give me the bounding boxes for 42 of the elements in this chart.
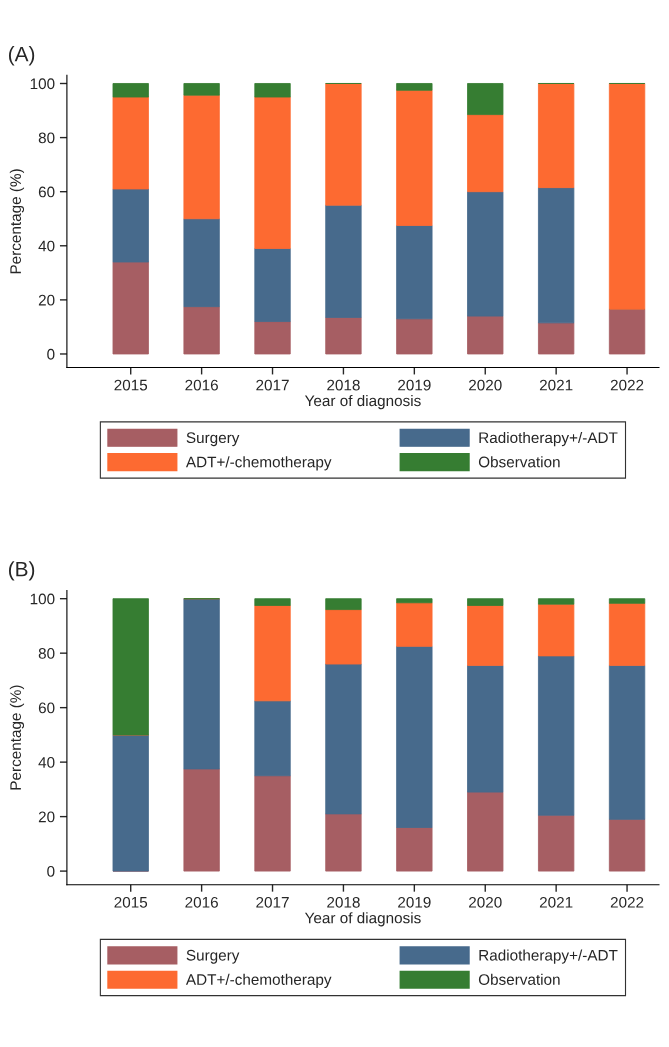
y-axis-title: Percentage (%) [9,685,25,790]
y-tick-label: 40 [38,240,55,252]
legend-label: ADT+/-chemotherapy [185,456,332,471]
x-tick-label: 2020 [469,896,502,908]
y-tick-label: 100 [30,593,55,605]
x-tick-label: 2020 [469,379,502,391]
y-tick-label: 40 [38,757,55,768]
x-tick-label: 2019 [398,379,431,391]
x-tick-label: 2015 [114,896,148,908]
legend-label: Observation [478,973,560,985]
x-axis-title: Year of diagnosis [304,394,421,410]
legend-label: Radiotherapy+/-ADT [479,431,618,447]
legend-label: Observation [478,456,560,468]
y-tick-label: 80 [38,648,55,659]
x-tick-label: 2021 [539,379,573,391]
y-tick-label: 20 [38,811,55,823]
y-tick-label: 0 [47,865,55,877]
x-tick-label: 2015 [114,379,148,391]
x-tick-label: 2021 [539,896,573,908]
x-tick-label: 2022 [610,379,644,391]
y-tick-label: 100 [30,78,55,90]
y-tick-label: 60 [38,186,55,198]
chart-title: (B) [8,561,35,581]
x-tick-label: 2022 [610,896,644,908]
x-tick-label: 2018 [327,379,360,391]
x-tick-label: 2019 [398,896,431,908]
x-tick-label: 2016 [185,379,218,391]
y-tick-label: 80 [38,132,55,144]
legend-label: Surgery [186,432,240,447]
y-tick-label: 20 [38,294,55,306]
legend-label: Radiotherapy+/-ADT [479,949,618,964]
legend-label: ADT+/-chemotherapy [185,973,332,988]
y-tick-label: 60 [38,702,55,714]
x-tick-label: 2017 [256,379,289,391]
chart-title: (A) [8,46,35,66]
x-axis-title: Year of diagnosis [304,912,421,927]
y-axis-title: Percentage (%) [9,169,25,274]
x-tick-label: 2018 [327,896,360,908]
x-tick-label: 2017 [256,896,289,908]
x-tick-label: 2016 [185,896,218,908]
legend-label: Surgery [186,949,240,964]
y-tick-label: 0 [47,348,55,360]
